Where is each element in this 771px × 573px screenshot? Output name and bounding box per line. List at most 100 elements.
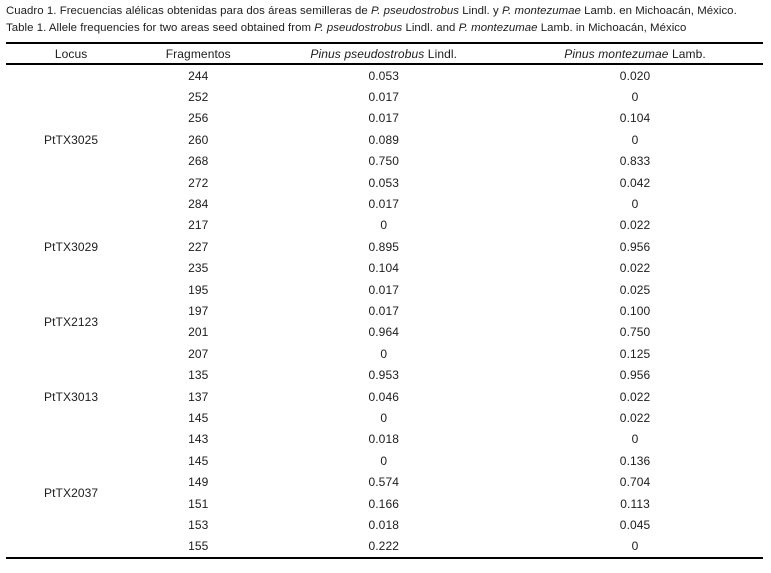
fragment-value-cell: 252 [188, 90, 209, 105]
caption-spanish: Cuadro 1. Frecuencias alélicas obtenidas… [6, 3, 763, 20]
table-row: 235 0.104 0.022 [6, 258, 763, 279]
table-row: 145 0 0.022 [6, 407, 763, 428]
montezumae-value-cell: 0 [631, 539, 639, 554]
caption-text: Locus [54, 46, 88, 61]
pseudostrobus-value-cell: 0.017 [368, 197, 399, 212]
fragment-value-cell: 145 [188, 410, 209, 425]
caption-text: Lamb. [668, 46, 706, 61]
montezumae-value-cell: 0.045 [619, 517, 651, 532]
column-header-pseudostrobus: Pinus pseudostrobus Lindl. [260, 43, 508, 65]
fragment-value-cell: 195 [188, 282, 209, 297]
table-row: 155 0.222 0 [6, 536, 763, 558]
table-row: 197 0.017 0.100 [6, 300, 763, 321]
pseudostrobus-value-cell: 0.053 [368, 175, 399, 190]
fragment-value-cell: 155 [188, 539, 209, 554]
pseudostrobus-value-cell: 0.222 [368, 539, 399, 554]
montezumae-value-cell: 0 [631, 90, 639, 105]
montezumae-value-cell: 0.020 [619, 68, 651, 83]
column-header-locus: Locus [6, 43, 137, 65]
pseudostrobus-value-cell: 0.017 [368, 90, 399, 105]
allele-frequency-table: Locus Fragmentos Pinus pseudostrobus Lin… [6, 42, 763, 559]
table-row: 256 0.017 0.104 [6, 108, 763, 129]
pseudostrobus-value-cell: 0 [380, 218, 388, 233]
table-header: Locus Fragmentos Pinus pseudostrobus Lin… [6, 43, 763, 65]
table-row: PtTX3013 135 0.953 0.956 [6, 364, 763, 403]
pseudostrobus-value-cell: 0.750 [368, 154, 399, 169]
montezumae-value-cell: 0.113 [620, 496, 650, 511]
table-row: 137 0.046 0.022 [6, 386, 763, 407]
locus-cell: PtTX2123 [44, 314, 99, 329]
montezumae-value-cell: 0.956 [619, 239, 651, 254]
fragment-value-cell: 217 [188, 218, 209, 233]
montezumae-value-cell: 0.136 [619, 453, 651, 468]
pseudostrobus-value-cell: 0.017 [368, 282, 399, 297]
pseudostrobus-value-cell: 0.953 [368, 368, 399, 383]
pseudostrobus-value-cell: 0 [380, 453, 388, 468]
table-caption: Cuadro 1. Frecuencias alélicas obtenidas… [6, 3, 763, 36]
montezumae-value-cell: 0.125 [619, 346, 651, 361]
header-row: Locus Fragmentos Pinus pseudostrobus Lin… [6, 43, 763, 65]
montezumae-value-cell: 0.100 [619, 303, 651, 318]
fragment-value-cell: 137 [188, 389, 209, 404]
montezumae-value-cell: 0.022 [619, 410, 651, 425]
fragment-value-cell: 201 [188, 325, 209, 340]
fragment-value-cell: 153 [188, 517, 209, 532]
montezumae-value-cell: 0.833 [619, 154, 651, 169]
table-row: 252 0.017 0 [6, 86, 763, 107]
montezumae-value-cell: 0.025 [619, 282, 651, 297]
table-row: 227 0.895 0.956 [6, 236, 763, 257]
pseudostrobus-value-cell: 0.089 [368, 132, 399, 147]
pseudostrobus-value-cell: 0.104 [368, 261, 399, 276]
fragment-value-cell: 284 [188, 197, 209, 212]
fragment-value-cell: 143 [188, 432, 209, 447]
table-row: PtTX3029 217 0 0.022 [6, 215, 763, 253]
fragment-value-cell: 268 [188, 154, 209, 169]
table-row: 260 0.089 0 [6, 129, 763, 150]
table-row: 151 0.166 0.113 [6, 493, 763, 514]
table-row: 149 0.574 0.704 [6, 471, 763, 492]
locus-cell: PtTX3029 [44, 239, 99, 254]
caption-text: Lamb. en Michoacán, México. [580, 5, 737, 17]
montezumae-value-cell: 0.750 [619, 325, 651, 340]
montezumae-value-cell: 0 [631, 132, 639, 147]
document-page: Cuadro 1. Frecuencias alélicas obtenidas… [6, 3, 763, 559]
table-row: 207 0 0.125 [6, 343, 763, 364]
montezumae-value-cell: 0.042 [619, 175, 651, 190]
column-header-fragmentos: Fragmentos [136, 43, 261, 65]
montezumae-value-cell: 0.704 [619, 475, 651, 490]
table-row: PtTX2123 195 0.017 0.025 [6, 279, 763, 329]
caption-text: Lamb. in Michoacán, México [537, 21, 687, 34]
fragment-value-cell: 235 [188, 261, 209, 276]
fragment-value-cell: 207 [188, 346, 209, 361]
montezumae-value-cell: 0.022 [619, 389, 651, 404]
fragment-value-cell: 272 [188, 175, 209, 190]
caption-text: Lindl. [424, 46, 458, 61]
montezumae-value-cell: 0.104 [619, 111, 651, 126]
table-row: 284 0.017 0 [6, 193, 763, 214]
fragment-value-cell: 145 [188, 453, 209, 468]
pseudostrobus-value-cell: 0.018 [368, 517, 399, 532]
fragment-value-cell: 256 [188, 111, 209, 126]
pseudostrobus-value-cell: 0.017 [368, 111, 399, 126]
species-name-italic: Pinus pseudostrobus [310, 46, 425, 61]
pseudostrobus-value-cell: 0 [380, 346, 388, 361]
pseudostrobus-value-cell: 0.574 [368, 475, 399, 490]
fragment-value-cell: 197 [188, 303, 209, 318]
montezumae-value-cell: 0 [631, 432, 639, 447]
pseudostrobus-value-cell: 0.166 [368, 496, 399, 511]
table-row: PtTX3025 244 0.053 0.020 [6, 64, 763, 147]
montezumae-value-cell: 0.956 [619, 368, 651, 383]
montezumae-value-cell: 0.022 [619, 261, 651, 276]
species-name-italic: P. montezumae [501, 5, 581, 17]
caption-text: Cuadro 1. Frecuencias alélicas obtenidas… [6, 5, 372, 17]
fragment-value-cell: 149 [188, 475, 209, 490]
montezumae-value-cell: 0 [631, 197, 639, 212]
caption-text: Fragmentos [165, 46, 231, 61]
fragment-value-cell: 227 [188, 239, 209, 254]
pseudostrobus-value-cell: 0.964 [368, 325, 399, 340]
fragment-value-cell: 260 [188, 132, 209, 147]
caption-english: Table 1. Allele frequencies for two area… [6, 20, 763, 37]
table-row: PtTX2037 143 0.018 0 [6, 429, 763, 499]
caption-text: Table 1. Allele frequencies for two area… [6, 21, 315, 34]
species-name-italic: P. pseudostrobus [371, 5, 460, 17]
